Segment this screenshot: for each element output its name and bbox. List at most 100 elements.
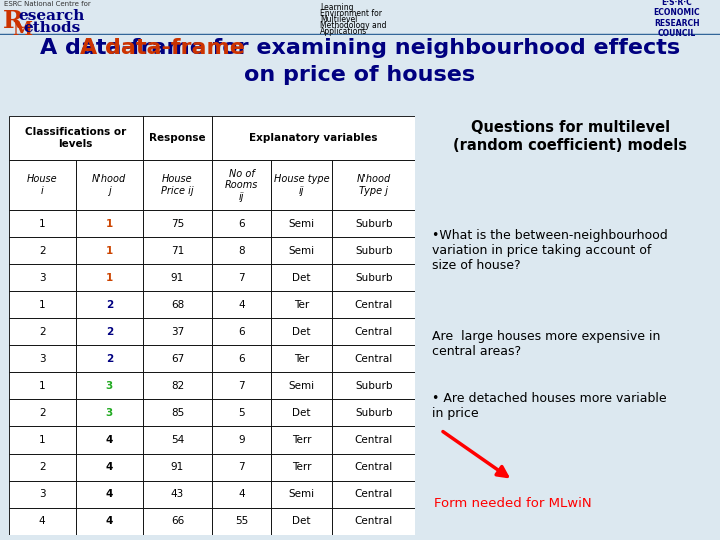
- Bar: [332, 373, 415, 400]
- Text: 75: 75: [171, 219, 184, 229]
- Text: Learning: Learning: [320, 3, 354, 12]
- Bar: [76, 264, 143, 292]
- Bar: [212, 481, 271, 508]
- Bar: [332, 264, 415, 292]
- Text: Form needed for MLwiN: Form needed for MLwiN: [434, 497, 591, 510]
- Text: 1: 1: [106, 273, 113, 283]
- Text: 71: 71: [171, 246, 184, 256]
- Bar: [212, 508, 271, 535]
- Text: 1: 1: [106, 219, 113, 229]
- Text: Det: Det: [292, 327, 311, 337]
- Bar: [212, 210, 271, 237]
- Text: Semi: Semi: [289, 489, 315, 499]
- Bar: [271, 427, 332, 454]
- Text: ethods: ethods: [23, 21, 80, 35]
- Bar: [9, 454, 76, 481]
- Text: 3: 3: [106, 381, 113, 391]
- Text: Det: Det: [292, 408, 311, 418]
- Text: A data-frame: A data-frame: [80, 38, 245, 58]
- Text: 4: 4: [106, 462, 113, 472]
- Text: Classifications or
levels: Classifications or levels: [25, 127, 127, 149]
- Text: Suburb: Suburb: [355, 219, 392, 229]
- Text: Response: Response: [149, 133, 206, 143]
- Text: Questions for multilevel
(random coefficient) models: Questions for multilevel (random coeffic…: [454, 120, 687, 153]
- Text: 7: 7: [238, 462, 245, 472]
- Text: Suburb: Suburb: [355, 408, 392, 418]
- Text: R: R: [3, 9, 24, 33]
- Bar: [212, 116, 415, 160]
- Bar: [332, 237, 415, 264]
- Text: Semi: Semi: [289, 381, 315, 391]
- Text: 3: 3: [39, 489, 45, 499]
- Text: 9: 9: [238, 435, 245, 445]
- Bar: [9, 210, 76, 237]
- Bar: [9, 292, 76, 319]
- Text: Det: Det: [292, 516, 311, 526]
- Bar: [76, 160, 143, 210]
- Text: 3: 3: [39, 354, 45, 364]
- Text: • Are detached houses more variable
in price: • Are detached houses more variable in p…: [432, 392, 667, 420]
- Text: Are  large houses more expensive in
central areas?: Are large houses more expensive in centr…: [432, 329, 660, 357]
- Text: 1: 1: [39, 300, 45, 310]
- Bar: [76, 210, 143, 237]
- Text: 66: 66: [171, 516, 184, 526]
- Text: 3: 3: [106, 408, 113, 418]
- Bar: [9, 160, 76, 210]
- Bar: [212, 160, 271, 210]
- Bar: [271, 264, 332, 292]
- Text: House
Price ij: House Price ij: [161, 174, 194, 196]
- Text: Terr: Terr: [292, 435, 311, 445]
- Text: 5: 5: [238, 408, 245, 418]
- Bar: [9, 427, 76, 454]
- Bar: [212, 319, 271, 346]
- Bar: [271, 400, 332, 427]
- Text: Det: Det: [292, 273, 311, 283]
- Bar: [76, 237, 143, 264]
- Bar: [212, 237, 271, 264]
- Bar: [212, 292, 271, 319]
- Text: 6: 6: [238, 354, 245, 364]
- Text: 55: 55: [235, 516, 248, 526]
- Text: Suburb: Suburb: [355, 273, 392, 283]
- Text: Ter: Ter: [294, 354, 309, 364]
- Bar: [76, 346, 143, 373]
- Text: 91: 91: [171, 462, 184, 472]
- Bar: [332, 292, 415, 319]
- Text: No of
Rooms
ij: No of Rooms ij: [225, 168, 258, 202]
- Bar: [143, 264, 212, 292]
- Bar: [332, 481, 415, 508]
- Bar: [76, 292, 143, 319]
- Bar: [9, 264, 76, 292]
- Bar: [271, 346, 332, 373]
- Bar: [271, 160, 332, 210]
- Bar: [76, 373, 143, 400]
- Bar: [143, 481, 212, 508]
- Text: N'hood
Type j: N'hood Type j: [356, 174, 391, 196]
- Bar: [143, 210, 212, 237]
- Bar: [212, 373, 271, 400]
- Text: 85: 85: [171, 408, 184, 418]
- Text: 6: 6: [238, 219, 245, 229]
- Text: 43: 43: [171, 489, 184, 499]
- Text: 1: 1: [39, 219, 45, 229]
- Bar: [9, 319, 76, 346]
- Text: 4: 4: [238, 300, 245, 310]
- Text: 54: 54: [171, 435, 184, 445]
- Bar: [76, 454, 143, 481]
- Bar: [143, 454, 212, 481]
- Bar: [143, 373, 212, 400]
- Text: Suburb: Suburb: [355, 381, 392, 391]
- Text: Methodology and: Methodology and: [320, 21, 387, 30]
- Text: 4: 4: [106, 489, 113, 499]
- Text: Suburb: Suburb: [355, 246, 392, 256]
- Bar: [9, 400, 76, 427]
- Text: 2: 2: [39, 462, 45, 472]
- Text: House
i: House i: [27, 174, 58, 196]
- Bar: [271, 210, 332, 237]
- Bar: [271, 292, 332, 319]
- Text: 2: 2: [106, 327, 113, 337]
- Text: 1: 1: [39, 381, 45, 391]
- Text: Central: Central: [355, 516, 393, 526]
- Bar: [212, 427, 271, 454]
- Bar: [76, 427, 143, 454]
